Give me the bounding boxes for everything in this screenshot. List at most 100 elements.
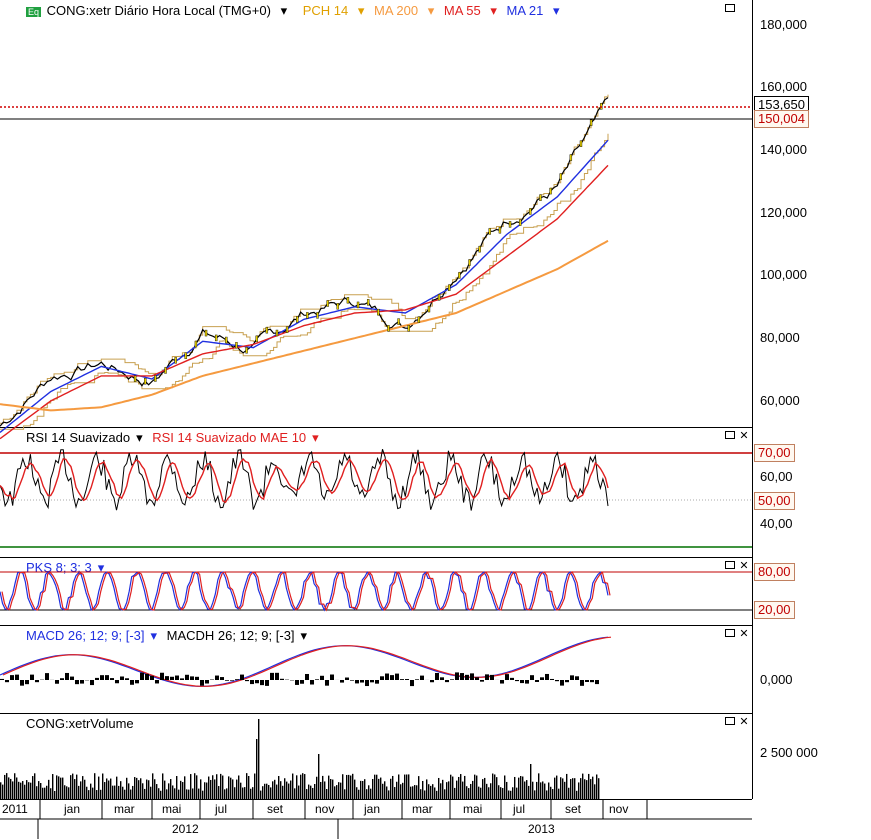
macdh-bar: [370, 680, 374, 682]
volume-bar: [270, 787, 271, 799]
macdh-bar: [90, 680, 94, 685]
volume-bar: [6, 773, 7, 799]
macdh-bar: [520, 680, 524, 683]
macdh-bar: [195, 677, 199, 680]
macdh-bar: [525, 680, 529, 684]
price-candle: [428, 306, 430, 312]
volume-bar: [418, 776, 419, 799]
volume-bar: [154, 779, 155, 799]
macdh-bar: [280, 679, 284, 680]
price-candle: [418, 317, 420, 323]
macdh-bar: [440, 677, 444, 680]
volume-bar: [204, 782, 205, 799]
price-candle: [205, 330, 207, 336]
volume-bar: [480, 788, 481, 799]
volume-bar: [318, 754, 319, 799]
volume-bar: [158, 788, 159, 799]
volume-bar: [184, 776, 185, 799]
volume-bar: [374, 775, 375, 799]
volume-bar: [226, 788, 227, 799]
volume-bar: [388, 790, 389, 799]
pch-lower-line: [0, 134, 608, 430]
volume-bar: [162, 773, 163, 799]
volume-bar: [320, 782, 321, 799]
volume-bar: [44, 788, 45, 799]
volume-bar: [92, 788, 93, 799]
macd-line: [0, 637, 608, 686]
volume-bar: [468, 788, 469, 799]
volume-bar: [366, 789, 367, 799]
volume-bar: [122, 787, 123, 799]
volume-bar: [342, 774, 343, 799]
macdh-bar: [500, 680, 504, 684]
volume-bar: [22, 781, 23, 799]
price-candle: [357, 302, 359, 308]
volume-bar: [288, 784, 289, 799]
volume-bar: [398, 774, 399, 799]
macdh-bar: [400, 679, 404, 680]
volume-bar: [536, 782, 537, 799]
volume-bar: [502, 788, 503, 799]
volume-bar: [140, 778, 141, 799]
volume-bar: [232, 779, 233, 799]
macdh-bar: [45, 673, 49, 680]
volume-bar: [40, 783, 41, 799]
volume-bar: [62, 778, 63, 799]
volume-bar: [426, 779, 427, 799]
price-candle: [529, 208, 531, 214]
volume-bar: [316, 777, 317, 799]
volume-bar: [354, 780, 355, 799]
volume-bar: [170, 779, 171, 799]
price-candle: [570, 155, 572, 161]
volume-bar: [552, 789, 553, 799]
macdh-bar: [180, 678, 184, 680]
volume-bar: [186, 789, 187, 799]
volume-bar: [546, 790, 547, 799]
volume-bar: [220, 774, 221, 799]
volume-bar: [450, 775, 451, 799]
macdh-bar: [460, 673, 464, 680]
volume-bar: [486, 784, 487, 799]
volume-bar: [242, 788, 243, 799]
macdh-bar: [490, 675, 494, 680]
volume-bar: [100, 790, 101, 799]
macdh-bar: [485, 674, 489, 680]
macdh-bar: [25, 680, 29, 684]
volume-bar: [88, 790, 89, 799]
volume-bar: [262, 786, 263, 799]
volume-bar: [30, 783, 31, 799]
volume-bar: [16, 777, 17, 799]
macdh-bar: [80, 680, 84, 684]
volume-bar: [298, 786, 299, 799]
macdh-bar: [305, 674, 309, 680]
volume-bar: [352, 774, 353, 799]
macdh-bar: [585, 680, 589, 682]
volume-bar: [460, 774, 461, 799]
volume-bar: [174, 788, 175, 799]
volume-bar: [254, 774, 255, 799]
macdh-bar: [295, 680, 299, 685]
macdh-bar: [275, 673, 279, 680]
volume-bar: [132, 786, 133, 799]
volume-bar: [482, 779, 483, 799]
volume-bar: [152, 773, 153, 799]
volume-bar: [68, 787, 69, 799]
volume-bar: [470, 784, 471, 799]
volume-bar: [94, 773, 95, 799]
volume-bar: [300, 775, 301, 799]
volume-bar: [138, 780, 139, 799]
volume-bar: [586, 780, 587, 799]
volume-bar: [364, 779, 365, 799]
macdh-bar: [10, 675, 14, 680]
volume-bar: [550, 787, 551, 799]
macdh-bar: [95, 678, 99, 680]
macdh-bar: [315, 679, 319, 680]
volume-bar: [434, 787, 435, 799]
macdh-bar: [310, 680, 314, 685]
macdh-bar: [265, 680, 269, 686]
volume-bar: [272, 781, 273, 799]
macdh-bar: [515, 680, 519, 681]
macdh-bar: [100, 675, 104, 680]
macdh-bar: [475, 677, 479, 680]
pch-upper-line: [0, 95, 608, 424]
